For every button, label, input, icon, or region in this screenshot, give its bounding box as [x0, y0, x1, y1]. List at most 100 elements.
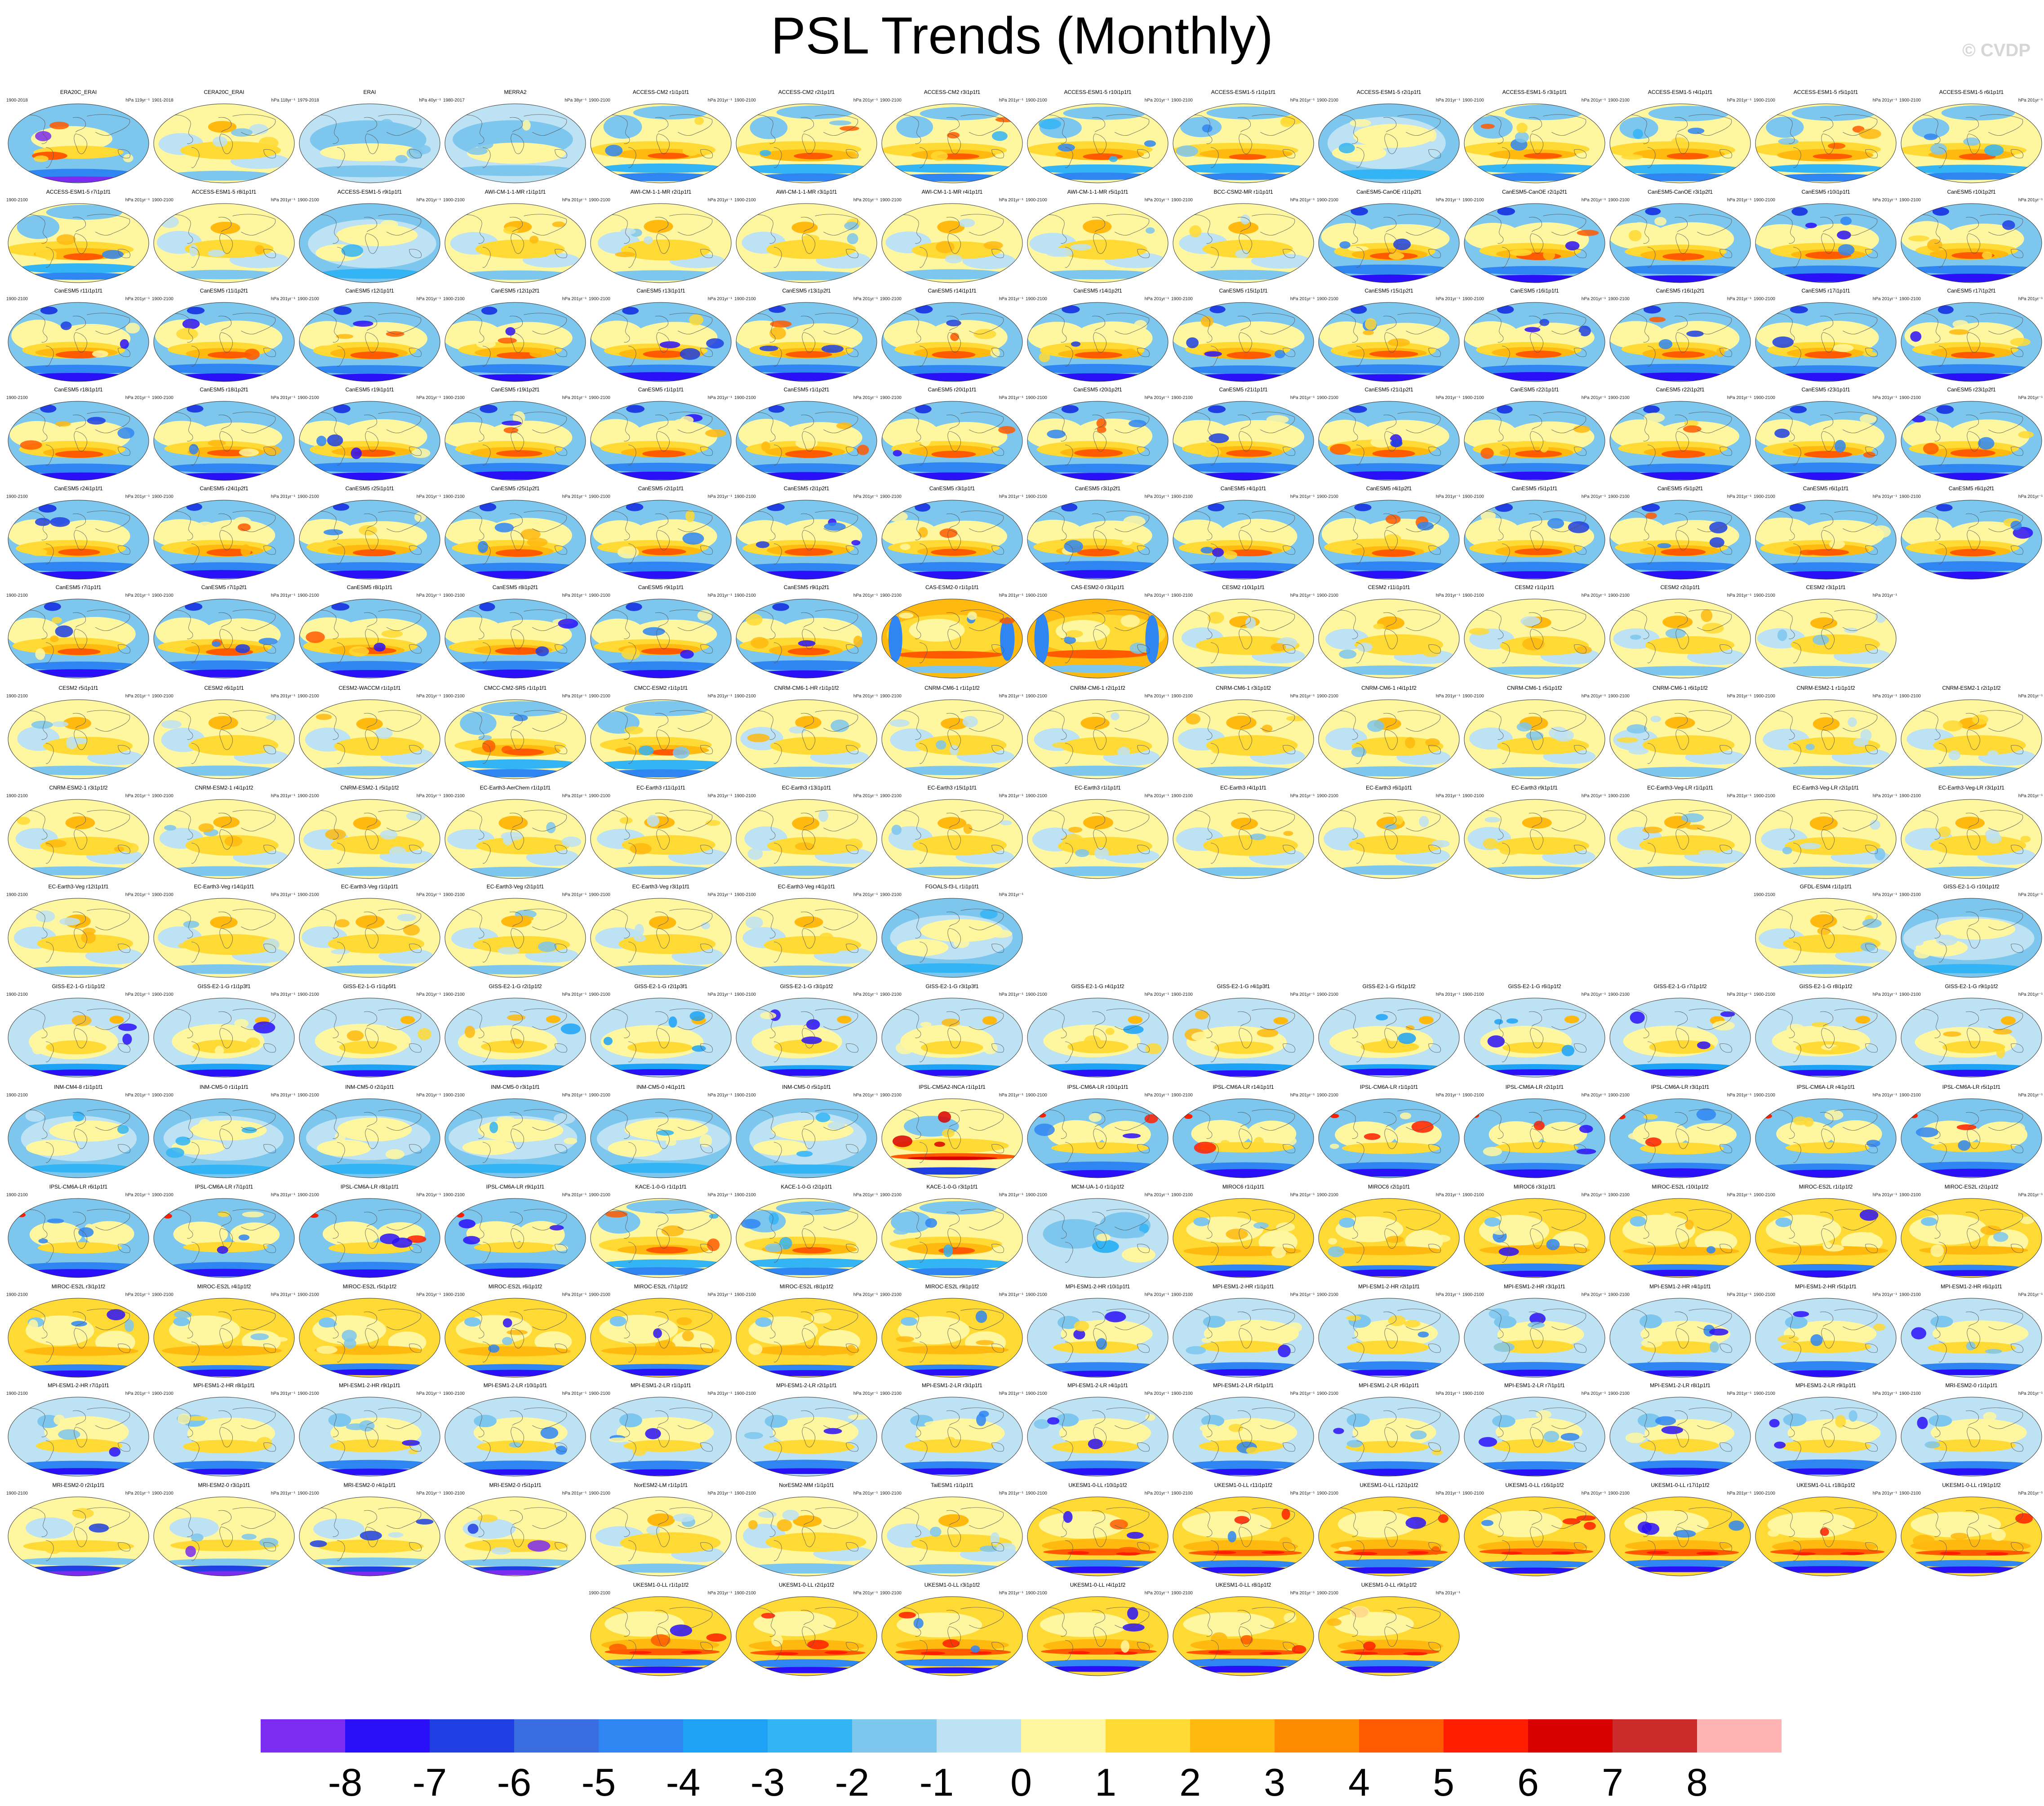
trend-contour [1183, 365, 1305, 374]
panel-year-range: 1900-2100 [1899, 494, 1921, 499]
trend-contour [498, 337, 517, 344]
trend-contour [1096, 418, 1107, 428]
trend-contour [1386, 1236, 1404, 1243]
trend-contour [72, 1508, 94, 1519]
panel-units: hPa 201yr⁻¹ [1144, 1591, 1169, 1596]
coastline [509, 612, 523, 628]
trend-contour [161, 1345, 282, 1356]
coastline [509, 117, 523, 133]
panel-title: ACCESS-ESM1-5 r4i1p1f1 [1648, 89, 1713, 95]
map-panel: AWI-CM-1-1-MR r5i1p1f1 1900-2100 hPa 201yr… [1025, 188, 1171, 284]
trend-contour [666, 1139, 677, 1146]
coastline [378, 214, 422, 235]
panel-units: hPa 201yr⁻¹ [853, 794, 878, 799]
colorbar-swatch [768, 1719, 852, 1753]
trend-contour [52, 721, 69, 727]
trend-contour [1274, 350, 1285, 359]
coastline [1766, 810, 1795, 840]
coastline [1065, 743, 1073, 764]
colorbar-label: 1 [1095, 1761, 1116, 1804]
trend-contour [1769, 666, 1882, 677]
panel-year-range: 1900-2100 [589, 494, 610, 499]
trend-contour [1709, 537, 1724, 548]
trend-contour [620, 1532, 721, 1553]
panel-year-range: 1900-2100 [589, 395, 610, 400]
trend-contour [1662, 615, 1693, 629]
coastline [1475, 115, 1504, 144]
trend-contour [1641, 503, 1660, 512]
trend-map [736, 799, 877, 879]
panel-units: hPa 201yr⁻¹ [2018, 395, 2043, 400]
coastline [409, 249, 422, 258]
trend-contour [844, 838, 863, 851]
trend-contour [1951, 351, 1995, 359]
trend-map [590, 699, 732, 779]
coastline [1674, 812, 1688, 828]
panel-title: EC-Earth3-Veg-LR r3i1p1f1 [1938, 785, 2004, 791]
coastline [669, 609, 713, 631]
trend-contour [769, 1212, 779, 1225]
trend-contour [1047, 430, 1066, 439]
panel-year-range: 1900-2100 [1462, 992, 1484, 997]
coastline [232, 214, 276, 235]
trend-contour [31, 720, 53, 729]
trend-map [299, 1496, 440, 1576]
panel-year-range: 1900-2100 [443, 794, 465, 799]
trend-contour [619, 817, 633, 824]
trend-contour [481, 701, 564, 717]
trend-contour [1684, 420, 1699, 426]
trend-contour [1471, 666, 1600, 675]
panel-title: MIROC-ES2L r7i1p1f2 [634, 1283, 688, 1290]
trend-map [153, 1496, 295, 1576]
trend-contour [494, 523, 514, 532]
coastline [1820, 612, 1833, 628]
coastline [960, 810, 1004, 831]
trend-contour [768, 405, 785, 413]
trend-contour [212, 136, 227, 147]
panel-title: KACE-1-0-G r1i1p1f1 [635, 1184, 687, 1190]
trend-contour [1624, 1269, 1732, 1277]
trend-contour [1790, 405, 1807, 413]
trend-contour [400, 1016, 415, 1024]
panel-title: ACCESS-ESM1-5 r7i1p1f1 [46, 189, 111, 195]
trend-contour [851, 540, 861, 546]
map-panel: CanESM5 r5i1p2f1 1900-2100 hPa 201yr⁻¹ [1607, 484, 1753, 581]
coastline [1106, 214, 1150, 235]
trend-contour [1195, 1010, 1209, 1020]
trend-contour [1791, 207, 1808, 216]
trend-contour [1088, 1438, 1103, 1450]
panel-title: CNRM-ESM2-1 r4i1p1f2 [195, 785, 253, 791]
coastline [1184, 610, 1213, 639]
coastline [1530, 431, 1543, 452]
coastline [1574, 149, 1586, 159]
panel-year-range: 1900-2100 [1171, 593, 1193, 598]
trend-contour [1188, 1566, 1302, 1574]
trend-contour [451, 563, 583, 572]
trend-contour [488, 1345, 500, 1353]
coastline [482, 843, 491, 864]
trend-map [1318, 998, 1460, 1078]
map-border [590, 799, 732, 879]
trend-contour [333, 404, 351, 413]
trend-contour [1226, 715, 1257, 730]
map-border [1318, 302, 1460, 382]
coastline [601, 115, 630, 144]
coastline [1475, 511, 1504, 541]
trend-contour [306, 661, 430, 671]
trend-contour [2010, 337, 2031, 346]
coastline [1329, 214, 1358, 244]
panel-title: GISS-E2-1-G r4i1p3f1 [1217, 983, 1270, 990]
panel-title: CanESM5 r9i1p1f1 [638, 584, 684, 590]
trend-contour [1323, 264, 1453, 275]
trend-map [444, 1397, 586, 1477]
map-panel: ACCESS-CM2 r2i1p1f1 1900-2100 hPa 201yr⁻¹ [733, 88, 880, 185]
trend-contour [1432, 1234, 1451, 1242]
trend-contour [1630, 1216, 1646, 1227]
trend-contour [1028, 561, 1168, 572]
map-border [1173, 203, 1314, 283]
coastline [1720, 348, 1732, 357]
trend-contour [1785, 1316, 1808, 1329]
coastline [747, 511, 776, 541]
trend-contour [857, 444, 869, 455]
panel-title: CanESM5 r16i1p2f1 [1656, 288, 1705, 294]
